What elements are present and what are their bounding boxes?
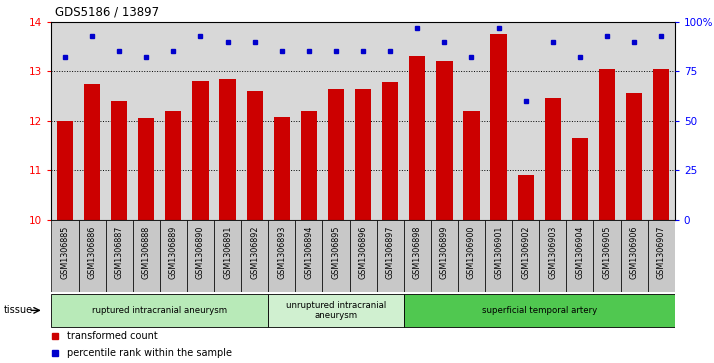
- Bar: [84, 83, 100, 220]
- Bar: [160, 220, 187, 292]
- Bar: [241, 220, 268, 292]
- Bar: [273, 117, 290, 220]
- Bar: [192, 81, 208, 220]
- Bar: [214, 220, 241, 292]
- Text: GSM1306885: GSM1306885: [61, 225, 69, 279]
- Text: ruptured intracranial aneurysm: ruptured intracranial aneurysm: [92, 306, 227, 315]
- Bar: [51, 220, 79, 292]
- Text: GSM1306894: GSM1306894: [304, 225, 313, 279]
- Bar: [403, 294, 675, 327]
- Bar: [79, 220, 106, 292]
- Bar: [620, 220, 648, 292]
- Bar: [187, 220, 214, 292]
- Text: GSM1306901: GSM1306901: [494, 225, 503, 279]
- Bar: [323, 220, 350, 292]
- Text: GSM1306896: GSM1306896: [358, 225, 368, 279]
- Bar: [539, 220, 566, 292]
- Bar: [350, 220, 376, 292]
- Text: percentile rank within the sample: percentile rank within the sample: [67, 348, 232, 358]
- Bar: [458, 220, 485, 292]
- Bar: [382, 82, 398, 220]
- Bar: [301, 111, 317, 220]
- Bar: [133, 220, 160, 292]
- Text: unruptured intracranial
aneurysm: unruptured intracranial aneurysm: [286, 301, 386, 320]
- Bar: [111, 101, 127, 220]
- Text: GSM1306892: GSM1306892: [250, 225, 259, 279]
- Bar: [106, 220, 133, 292]
- Bar: [491, 34, 507, 220]
- Bar: [328, 89, 344, 220]
- Text: GSM1306902: GSM1306902: [521, 225, 531, 279]
- Bar: [436, 61, 453, 220]
- Bar: [545, 98, 561, 220]
- Bar: [403, 220, 431, 292]
- Bar: [572, 138, 588, 220]
- Bar: [296, 220, 323, 292]
- Bar: [593, 220, 620, 292]
- Text: GSM1306900: GSM1306900: [467, 225, 476, 279]
- Bar: [431, 220, 458, 292]
- Text: transformed count: transformed count: [67, 331, 158, 341]
- Bar: [138, 118, 154, 220]
- Bar: [566, 220, 593, 292]
- Bar: [463, 111, 480, 220]
- Bar: [376, 220, 403, 292]
- Text: superficial temporal artery: superficial temporal artery: [482, 306, 597, 315]
- Bar: [268, 220, 296, 292]
- Text: GSM1306899: GSM1306899: [440, 225, 449, 279]
- Bar: [57, 121, 73, 220]
- Bar: [485, 220, 512, 292]
- Bar: [518, 175, 534, 220]
- Text: GSM1306897: GSM1306897: [386, 225, 395, 279]
- Bar: [355, 89, 371, 220]
- Text: GSM1306906: GSM1306906: [630, 225, 638, 279]
- Text: tissue: tissue: [4, 305, 33, 315]
- Text: GSM1306891: GSM1306891: [223, 225, 232, 279]
- Bar: [653, 69, 669, 220]
- Bar: [599, 69, 615, 220]
- Text: GSM1306889: GSM1306889: [169, 225, 178, 279]
- Text: GSM1306903: GSM1306903: [548, 225, 557, 279]
- Text: GSM1306886: GSM1306886: [88, 225, 96, 279]
- Bar: [409, 56, 426, 220]
- Bar: [626, 94, 642, 220]
- Text: GSM1306890: GSM1306890: [196, 225, 205, 279]
- Bar: [165, 111, 181, 220]
- Text: GSM1306905: GSM1306905: [603, 225, 611, 279]
- Bar: [246, 91, 263, 220]
- Bar: [512, 220, 539, 292]
- Bar: [51, 294, 268, 327]
- Bar: [648, 220, 675, 292]
- Text: GSM1306904: GSM1306904: [575, 225, 584, 279]
- Bar: [219, 79, 236, 220]
- Text: GSM1306898: GSM1306898: [413, 225, 422, 279]
- Bar: [268, 294, 403, 327]
- Text: GSM1306895: GSM1306895: [331, 225, 341, 279]
- Text: GSM1306888: GSM1306888: [142, 225, 151, 279]
- Text: GSM1306887: GSM1306887: [115, 225, 124, 279]
- Text: GSM1306907: GSM1306907: [657, 225, 665, 279]
- Text: GSM1306893: GSM1306893: [277, 225, 286, 279]
- Text: GDS5186 / 13897: GDS5186 / 13897: [55, 5, 159, 18]
